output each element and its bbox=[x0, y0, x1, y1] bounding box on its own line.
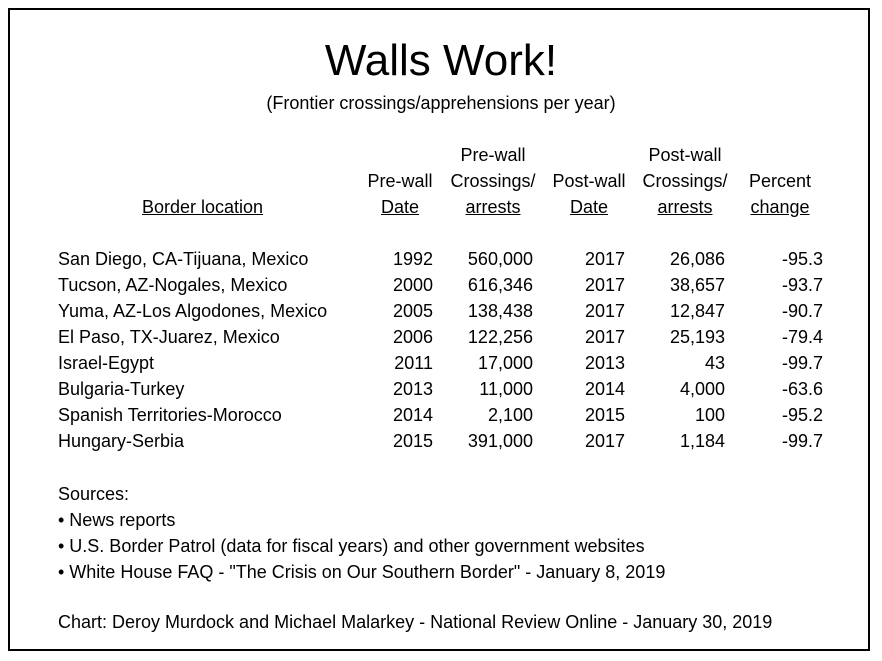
cell-pre-wall-date: 1992 bbox=[392, 249, 433, 269]
cell-pre-wall-date: 2011 bbox=[394, 353, 433, 373]
cell-percent-change: -99.7 bbox=[781, 431, 823, 451]
cell-pre-wall-crossings: 138,438 bbox=[467, 301, 533, 321]
cell-location: Israel-Egypt bbox=[58, 353, 155, 373]
cell-post-wall-crossings: 43 bbox=[704, 353, 725, 373]
table-row: Yuma, AZ-Los Algodones, Mexico 2005 138,… bbox=[0, 298, 882, 324]
table-row: San Diego, CA-Tijuana, Mexico 1992 560,0… bbox=[0, 246, 882, 272]
cell-post-wall-date: 2017 bbox=[584, 249, 625, 269]
header-percent-change-line2: change bbox=[750, 197, 810, 217]
table-row: Spanish Territories-Morocco 2014 2,100 2… bbox=[0, 402, 882, 428]
cell-pre-wall-crossings: 17,000 bbox=[477, 353, 533, 373]
cell-post-wall-date: 2017 bbox=[584, 431, 625, 451]
chart-credit: Chart: Deroy Murdock and Michael Malarke… bbox=[58, 612, 773, 632]
header-post-wall-crossings-line1: Post-wall bbox=[648, 145, 722, 165]
cell-post-wall-crossings: 38,657 bbox=[669, 275, 725, 295]
cell-pre-wall-crossings: 2,100 bbox=[487, 405, 533, 425]
cell-pre-wall-date: 2000 bbox=[392, 275, 433, 295]
header-post-wall-date-line2: Date bbox=[569, 197, 609, 217]
cell-percent-change: -99.7 bbox=[781, 353, 823, 373]
sources-block: Sources: • News reports • U.S. Border Pa… bbox=[58, 481, 665, 585]
header-percent-change-line1: Percent bbox=[748, 171, 812, 191]
cell-pre-wall-date: 2013 bbox=[392, 379, 433, 399]
table-row: Bulgaria-Turkey 2013 11,000 2014 4,000 -… bbox=[0, 376, 882, 402]
table-row: El Paso, TX-Juarez, Mexico 2006 122,256 … bbox=[0, 324, 882, 350]
cell-pre-wall-crossings: 391,000 bbox=[467, 431, 533, 451]
cell-post-wall-crossings: 12,847 bbox=[669, 301, 725, 321]
cell-post-wall-date: 2017 bbox=[584, 327, 625, 347]
cell-pre-wall-crossings: 616,346 bbox=[467, 275, 533, 295]
data-table: San Diego, CA-Tijuana, Mexico 1992 560,0… bbox=[0, 246, 882, 454]
cell-percent-change: -95.2 bbox=[781, 405, 823, 425]
cell-pre-wall-crossings: 122,256 bbox=[467, 327, 533, 347]
header-post-wall-crossings-line2: Crossings/ bbox=[642, 171, 728, 191]
cell-pre-wall-date: 2015 bbox=[392, 431, 433, 451]
table-row: Hungary-Serbia 2015 391,000 2017 1,184 -… bbox=[0, 428, 882, 454]
cell-post-wall-crossings: 4,000 bbox=[679, 379, 725, 399]
cell-pre-wall-crossings: 560,000 bbox=[467, 249, 533, 269]
cell-pre-wall-date: 2005 bbox=[392, 301, 433, 321]
cell-location: San Diego, CA-Tijuana, Mexico bbox=[58, 249, 309, 269]
source-item: • White House FAQ - "The Crisis on Our S… bbox=[58, 562, 666, 582]
cell-percent-change: -63.6 bbox=[781, 379, 823, 399]
header-pre-wall-date-line2: Date bbox=[380, 197, 420, 217]
cell-post-wall-date: 2014 bbox=[584, 379, 625, 399]
cell-post-wall-date: 2015 bbox=[584, 405, 625, 425]
header-post-wall-date: Post-wall Date bbox=[548, 168, 630, 220]
cell-location: Tucson, AZ-Nogales, Mexico bbox=[58, 275, 288, 295]
cell-location: Spanish Territories-Morocco bbox=[58, 405, 282, 425]
cell-post-wall-date: 2013 bbox=[584, 353, 625, 373]
header-pre-wall-crossings-line2: Crossings/ bbox=[450, 171, 536, 191]
cell-pre-wall-date: 2006 bbox=[392, 327, 433, 347]
header-pre-wall-crossings-line3: arrests bbox=[465, 197, 521, 217]
cell-pre-wall-crossings: 11,000 bbox=[479, 379, 533, 399]
cell-post-wall-date: 2017 bbox=[584, 275, 625, 295]
header-pre-wall-date: Pre-wall Date bbox=[362, 168, 438, 220]
header-post-wall-crossings: Post-wall Crossings/ arrests bbox=[638, 142, 732, 220]
header-percent-change: Percent change bbox=[742, 168, 818, 220]
cell-post-wall-date: 2017 bbox=[584, 301, 625, 321]
table-row: Tucson, AZ-Nogales, Mexico 2000 616,346 … bbox=[0, 272, 882, 298]
source-item: • U.S. Border Patrol (data for fiscal ye… bbox=[58, 536, 645, 556]
header-border-location: Border location bbox=[142, 197, 264, 217]
cell-post-wall-crossings: 26,086 bbox=[669, 249, 725, 269]
cell-post-wall-crossings: 1,184 bbox=[679, 431, 725, 451]
header-pre-wall-crossings: Pre-wall Crossings/ arrests bbox=[446, 142, 540, 220]
cell-post-wall-crossings: 100 bbox=[694, 405, 725, 425]
cell-post-wall-crossings: 25,193 bbox=[669, 327, 725, 347]
table-row: Israel-Egypt 2011 17,000 2013 43 -99.7 bbox=[0, 350, 882, 376]
cell-percent-change: -90.7 bbox=[781, 301, 823, 321]
header-pre-wall-crossings-line1: Pre-wall bbox=[460, 145, 526, 165]
header-post-wall-crossings-line3: arrests bbox=[657, 197, 713, 217]
cell-location: Hungary-Serbia bbox=[58, 431, 185, 451]
cell-percent-change: -95.3 bbox=[781, 249, 823, 269]
header-post-wall-date-line1: Post-wall bbox=[552, 171, 626, 191]
cell-percent-change: -79.4 bbox=[781, 327, 823, 347]
sources-heading: Sources: bbox=[58, 484, 130, 504]
cell-location: Bulgaria-Turkey bbox=[58, 379, 185, 399]
page-subtitle: (Frontier crossings/apprehensions per ye… bbox=[266, 93, 616, 113]
document-frame bbox=[8, 8, 870, 651]
source-item: • News reports bbox=[58, 510, 176, 530]
page-title: Walls Work! bbox=[324, 36, 558, 85]
cell-location: El Paso, TX-Juarez, Mexico bbox=[58, 327, 280, 347]
cell-pre-wall-date: 2014 bbox=[392, 405, 433, 425]
header-pre-wall-date-line1: Pre-wall bbox=[367, 171, 433, 191]
cell-percent-change: -93.7 bbox=[781, 275, 823, 295]
cell-location: Yuma, AZ-Los Algodones, Mexico bbox=[58, 301, 328, 321]
